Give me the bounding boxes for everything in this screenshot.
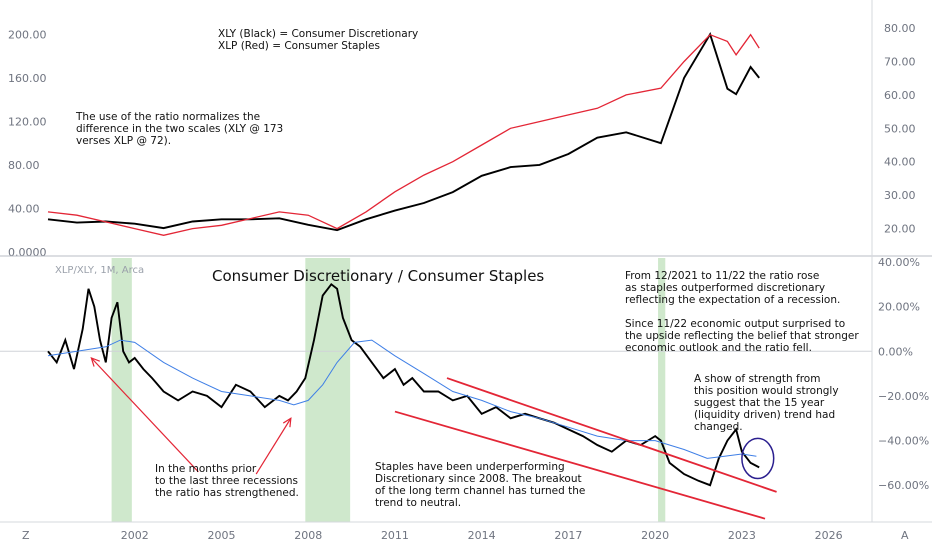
right-tick-label: 70.00 bbox=[884, 55, 916, 68]
x-tick-label: 2002 bbox=[121, 529, 149, 542]
top-legend-xly: XLY (Black) = Consumer Discretionary bbox=[218, 28, 418, 40]
ratio-line bbox=[47, 282, 760, 487]
strength-note-line: suggest that the 15 year bbox=[694, 397, 825, 409]
recession-note-line: In the months prior bbox=[155, 463, 257, 475]
annotation-arrow bbox=[90, 357, 199, 473]
footer: Z A bbox=[22, 529, 909, 542]
left-tick-label: 40.00 bbox=[8, 202, 40, 215]
channel-trendline bbox=[446, 377, 777, 493]
recession-note-line: the ratio has strengthened. bbox=[155, 487, 299, 499]
ratio-tick-label: 40.00% bbox=[878, 256, 920, 269]
left-tick-label: 120.00 bbox=[8, 115, 47, 128]
strength-note-line: this position would strongly bbox=[694, 385, 839, 397]
strength-note-line: A show of strength from bbox=[694, 373, 820, 385]
frame bbox=[0, 0, 932, 523]
right-tick-label: 60.00 bbox=[884, 89, 916, 102]
ratio-note-line: the upside reflecting the belief that st… bbox=[625, 330, 859, 342]
recession-shade bbox=[305, 258, 351, 522]
ratio-tick-label: −60.00% bbox=[878, 479, 929, 492]
x-tick-label: 2023 bbox=[728, 529, 756, 542]
z-icon[interactable]: Z bbox=[22, 529, 30, 542]
moving-average-line bbox=[47, 339, 757, 459]
highlight-circle bbox=[741, 437, 775, 480]
left-tick-label: 200.00 bbox=[8, 28, 47, 41]
channel-note-line: trend to neutral. bbox=[375, 497, 461, 509]
arrow-head bbox=[90, 356, 100, 367]
channel-note-line: Discretionary since 2008. The breakout bbox=[375, 473, 582, 485]
right-tick-label: 50.00 bbox=[884, 122, 916, 135]
x-tick-label: 2014 bbox=[468, 529, 496, 542]
channel-note-line: Staples have been underperforming bbox=[375, 461, 565, 473]
ratio-tick-label: −20.00% bbox=[878, 390, 929, 403]
left-tick-label: 0.0000 bbox=[8, 246, 47, 259]
right-tick-label: 80.00 bbox=[884, 22, 916, 35]
x-tick-label: 2005 bbox=[207, 529, 235, 542]
arrow-head bbox=[282, 417, 292, 428]
recession-note-line: to the last three recessions bbox=[155, 475, 298, 487]
top-annotation-line-3: verses XLP @ 72). bbox=[76, 135, 171, 147]
x-tick-label: 2026 bbox=[815, 529, 843, 542]
recession-shade bbox=[658, 258, 666, 522]
ratio-note-line: From 12/2021 to 11/22 the ratio rose bbox=[625, 270, 819, 282]
xly-line bbox=[47, 32, 760, 232]
ratio-note-line: economic outlook and the ratio fell. bbox=[625, 342, 812, 354]
x-tick-label: 2008 bbox=[294, 529, 322, 542]
ratio-note-line: Since 11/22 economic output surprised to bbox=[625, 318, 845, 330]
a-icon[interactable]: A bbox=[901, 529, 909, 542]
strength-note-line: changed. bbox=[694, 421, 743, 433]
right-tick-label: 40.00 bbox=[884, 156, 916, 169]
annotation-arrow bbox=[255, 417, 292, 475]
strength-note-line: (liquidity driven) trend had bbox=[694, 409, 835, 421]
top-annotation-line-2: difference in the two scales (XLY @ 173 bbox=[76, 123, 283, 135]
xlp-line bbox=[47, 33, 760, 236]
top-legend-xlp: XLP (Red) = Consumer Staples bbox=[218, 40, 380, 52]
right-tick-label: 20.00 bbox=[884, 223, 916, 236]
x-tick-label: 2020 bbox=[641, 529, 669, 542]
ratio-tick-label: 20.00% bbox=[878, 301, 920, 314]
ratio-symbol: XLP/XLY, 1M, Arca bbox=[55, 265, 144, 276]
left-tick-label: 160.00 bbox=[8, 72, 47, 85]
ratio-note-line: reflecting the expectation of a recessio… bbox=[625, 294, 840, 306]
x-tick-label: 2017 bbox=[554, 529, 582, 542]
ratio-title: Consumer Discretionary / Consumer Staple… bbox=[212, 267, 544, 285]
left-tick-label: 80.00 bbox=[8, 159, 40, 172]
ratio-tick-label: −40.00% bbox=[878, 435, 929, 448]
ratio-tick-label: 0.00% bbox=[878, 345, 913, 358]
channel-note-line: of the long term channel has turned the bbox=[375, 485, 585, 497]
bottom-panel: 40.00% 20.00% 0.00% −20.00% −40.00% −60.00% 20… bbox=[0, 256, 929, 542]
top-panel: 200.00 160.00 120.00 80.00 40.00 0.0000 80.00 7… bbox=[8, 22, 916, 259]
x-tick-label: 2011 bbox=[381, 529, 409, 542]
right-tick-label: 30.00 bbox=[884, 189, 916, 202]
top-annotation-line-1: The use of the ratio normalizes the bbox=[75, 111, 260, 123]
ratio-note-line: as staples outperformed discretionary bbox=[625, 282, 825, 294]
channel-trendline bbox=[394, 410, 766, 520]
